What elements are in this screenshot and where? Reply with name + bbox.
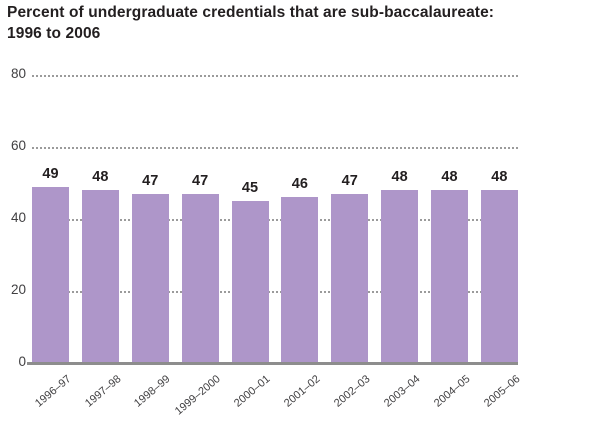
y-tick-label-0: 0 <box>18 354 26 369</box>
x-tick-label: 2001–02 <box>282 373 323 410</box>
x-axis-labels: 1996–97 1997–98 1998–99 1999–2000 2000–01 200… <box>32 368 523 423</box>
x-tick-label: 1996–97 <box>32 373 74 410</box>
bar-2005–06 <box>480 190 518 363</box>
x-label-slot: 2003–04 <box>381 368 423 423</box>
bar-slot: 46 <box>281 75 319 363</box>
bar-slot: 47 <box>181 75 219 363</box>
plot-area: 49 48 47 47 45 46 47 48 48 48 <box>32 75 518 363</box>
bar-slot: 48 <box>381 75 419 363</box>
y-tick-label-40: 40 <box>10 210 26 225</box>
x-label-slot: 2002–03 <box>331 368 373 423</box>
x-tick-label: 2003–04 <box>381 373 423 410</box>
bars-row: 49 48 47 47 45 46 47 48 48 48 <box>32 75 518 363</box>
chart-title-line1: Percent of undergraduate credentials tha… <box>7 4 495 21</box>
gridline-80 <box>32 75 518 77</box>
bar-1999–2000 <box>181 193 219 363</box>
bar-slot: 47 <box>331 75 369 363</box>
y-tick-label-20: 20 <box>10 282 26 297</box>
bar-1997–98 <box>81 190 119 363</box>
bar-1996–97 <box>32 186 69 363</box>
bar-2000–01 <box>231 201 269 363</box>
bar-slot: 49 <box>32 75 69 363</box>
x-label-slot: 2000–01 <box>232 368 273 423</box>
x-tick-label: 1999–2000 <box>172 373 223 418</box>
gridline-20 <box>32 291 518 293</box>
bar-value-label: 47 <box>341 172 358 189</box>
x-tick-label: 1997–98 <box>82 373 124 410</box>
bar-slot: 48 <box>480 75 518 363</box>
gridline-40 <box>32 219 518 221</box>
x-tick-label: 2002–03 <box>331 373 373 410</box>
bar-value-label: 47 <box>142 172 159 189</box>
bar-value-label: 47 <box>192 172 209 189</box>
y-tick-label-60: 60 <box>10 138 26 153</box>
y-tick-label-80: 80 <box>10 66 26 81</box>
x-tick-label: 2005–06 <box>481 373 523 410</box>
x-axis-line <box>27 362 518 365</box>
bar-slot: 48 <box>81 75 119 363</box>
x-label-slot: 2004–05 <box>431 368 473 423</box>
bar-value-label: 48 <box>491 169 508 186</box>
x-label-slot: 1998–99 <box>132 368 173 423</box>
x-label-slot: 1997–98 <box>82 368 124 423</box>
gridline-60 <box>32 147 518 149</box>
bar-slot: 47 <box>131 75 169 363</box>
bar-2004–05 <box>431 190 468 363</box>
bar-value-label: 46 <box>291 176 308 193</box>
bar-value-label: 48 <box>441 169 458 186</box>
x-label-slot: 1996–97 <box>32 368 74 423</box>
x-tick-label: 2000–01 <box>232 373 273 410</box>
x-label-slot: 2001–02 <box>281 368 323 423</box>
bar-value-label: 48 <box>92 169 109 186</box>
bar-slot: 48 <box>431 75 468 363</box>
x-label-slot: 2005–06 <box>481 368 523 423</box>
bar-value-label: 49 <box>42 165 59 182</box>
bar-1998–99 <box>131 193 169 363</box>
bar-slot: 45 <box>231 75 269 363</box>
x-tick-label: 1998–99 <box>132 373 173 410</box>
chart-title-line2: 1996 to 2006 <box>7 25 101 42</box>
bar-2001–02 <box>281 197 319 363</box>
x-label-slot: 1999–2000 <box>173 368 223 423</box>
bar-value-label: 45 <box>241 180 259 196</box>
bar-2003–04 <box>381 190 419 363</box>
bar-2002–03 <box>331 193 369 363</box>
bar-value-label: 48 <box>391 169 408 186</box>
chart-title: Percent of undergraduate credentials tha… <box>7 2 595 44</box>
x-tick-label: 2004–05 <box>431 373 473 410</box>
